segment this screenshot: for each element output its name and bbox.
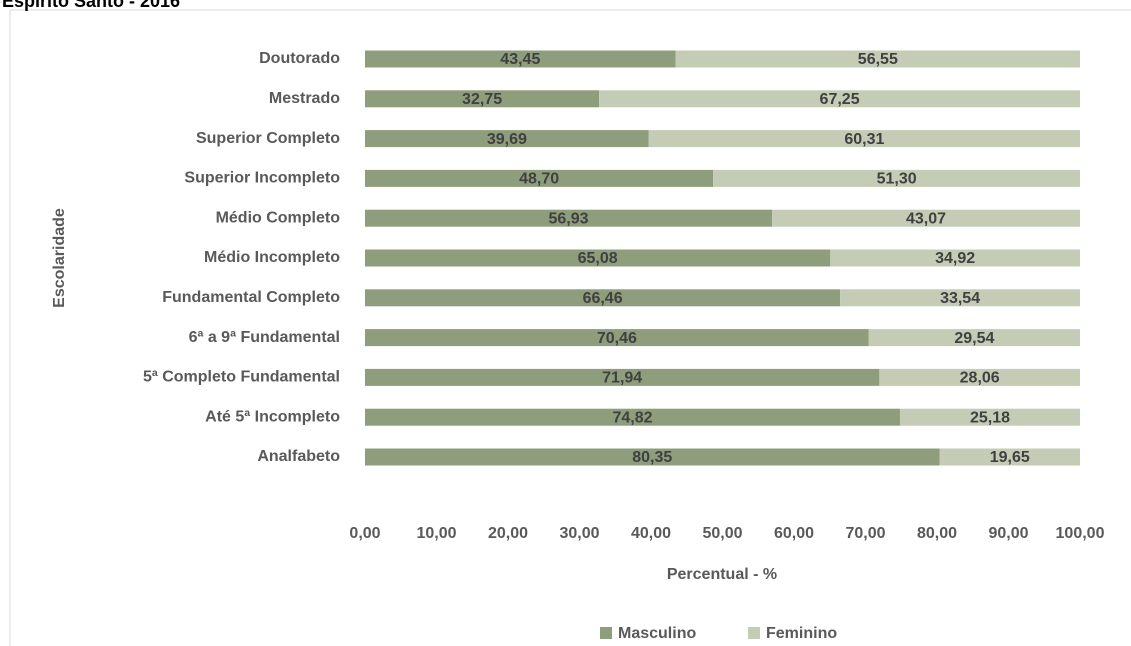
y-tick-label: Doutorado [259, 50, 340, 67]
data-label: 66,46 [583, 290, 623, 307]
bar-segment [365, 169, 714, 187]
data-label: 48,70 [519, 171, 559, 188]
bar-segment [365, 448, 940, 466]
bar-segment [868, 329, 1080, 347]
data-label: 60,31 [844, 131, 884, 148]
data-label: 70,46 [597, 330, 637, 347]
y-tick-label: Médio Completo [216, 209, 341, 226]
bar-segment [713, 169, 1080, 187]
bar-segment [879, 368, 1080, 386]
data-label: 39,69 [487, 131, 527, 148]
data-label: 33,54 [940, 290, 980, 307]
legend-swatch [748, 627, 760, 639]
bar-segment [675, 50, 1080, 68]
y-tick-label: Analfabeto [257, 448, 340, 465]
x-tick-label: 90,00 [988, 525, 1028, 542]
y-tick-label: 6ª a 9ª Fundamental [189, 329, 340, 346]
y-tick-label: 5ª Completo Fundamental [143, 369, 340, 386]
bar-segment [365, 209, 773, 227]
data-label: 19,65 [990, 449, 1030, 466]
y-tick-label: Até 5ª Incompleto [205, 408, 340, 425]
y-tick-label: Médio Incompleto [204, 249, 340, 266]
x-tick-label: 50,00 [702, 525, 742, 542]
data-label: 43,45 [500, 51, 540, 68]
bar-segment [772, 209, 1080, 227]
bar-segment [365, 249, 831, 267]
x-tick-label: 30,00 [559, 525, 599, 542]
data-label: 28,06 [960, 370, 1000, 387]
data-label: 67,25 [820, 91, 860, 108]
bar-segment [648, 130, 1080, 148]
y-tick-label: Fundamental Completo [162, 289, 340, 306]
bar-segment [365, 408, 900, 426]
y-tick-label: Superior Completo [196, 130, 340, 147]
bar-segment [840, 289, 1080, 307]
y-axis-title: Escolaridade [51, 208, 68, 308]
data-label: 34,92 [935, 250, 975, 267]
data-label: 32,75 [462, 91, 502, 108]
bar-segment [365, 130, 649, 148]
x-tick-label: 70,00 [845, 525, 885, 542]
x-tick-label: 10,00 [416, 525, 456, 542]
chart-frame [9, 9, 1131, 646]
bar-segment [830, 249, 1080, 267]
x-tick-label: 20,00 [488, 525, 528, 542]
x-tick-label: 40,00 [631, 525, 671, 542]
legend-label: Feminino [766, 625, 837, 642]
data-label: 25,18 [970, 409, 1010, 426]
bar-segment [599, 90, 1080, 108]
y-tick-label: Mestrado [269, 90, 340, 107]
x-tick-label: 80,00 [917, 525, 957, 542]
data-label: 43,07 [906, 210, 946, 227]
data-label: 80,35 [632, 449, 672, 466]
bar-segment [365, 289, 841, 307]
bar-segment [365, 50, 676, 68]
data-label: 65,08 [578, 250, 618, 267]
data-label: 71,94 [602, 370, 642, 387]
x-tick-label: 100,00 [1056, 525, 1105, 542]
data-label: 51,30 [877, 171, 917, 188]
data-label: 29,54 [954, 330, 994, 347]
x-axis-title: Percentual - % [667, 566, 777, 583]
bar-segment [365, 368, 880, 386]
x-tick-label: 0,00 [349, 525, 380, 542]
x-tick-label: 60,00 [774, 525, 814, 542]
bar-segment [365, 90, 600, 108]
data-label: 74,82 [612, 409, 652, 426]
y-tick-label: Superior Incompleto [184, 170, 340, 187]
data-label: 56,93 [549, 210, 589, 227]
bar-segment [365, 329, 869, 347]
legend-label: Masculino [618, 625, 696, 642]
legend-swatch [600, 627, 612, 639]
chart-title: Espírito Santo - 2016 [2, 0, 180, 11]
bar-segment [939, 448, 1080, 466]
bar-segment [899, 408, 1080, 426]
data-label: 56,55 [858, 51, 898, 68]
